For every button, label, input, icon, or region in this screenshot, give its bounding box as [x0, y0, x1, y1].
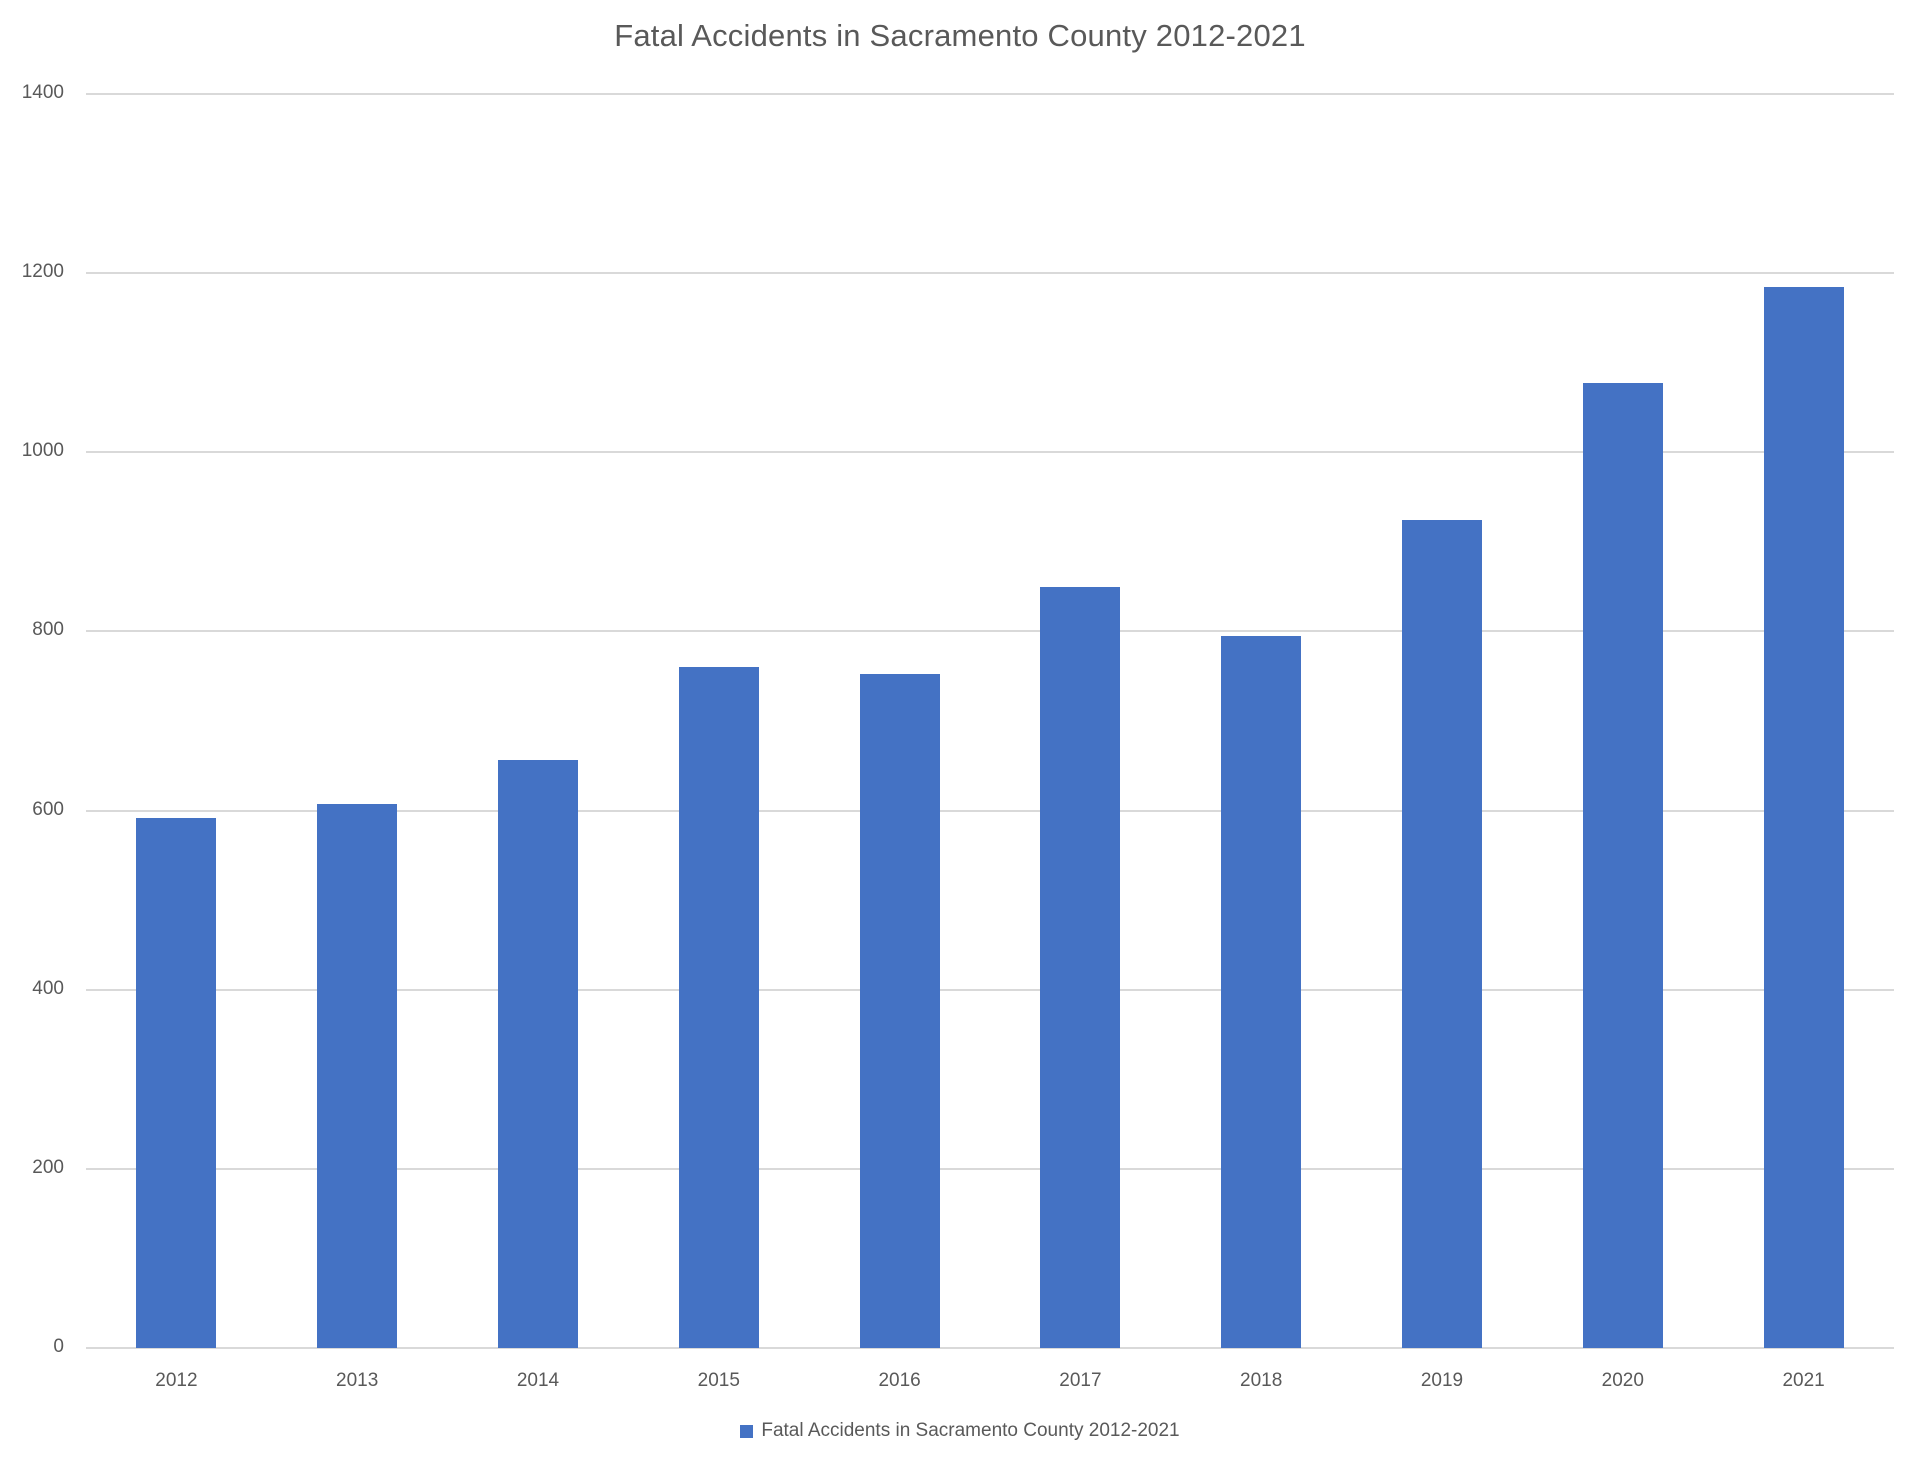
x-tick-label: 2016 — [878, 1370, 921, 1391]
gridline — [86, 630, 1894, 633]
bar-2021[interactable] — [1763, 286, 1844, 1348]
bar-2018[interactable] — [1221, 635, 1302, 1348]
y-tick-label: 800 — [32, 619, 64, 641]
gridline — [86, 451, 1894, 454]
bar-2019[interactable] — [1402, 520, 1482, 1348]
bar-2014[interactable] — [498, 759, 578, 1348]
bar-2015[interactable] — [678, 667, 759, 1348]
y-tick-label: 200 — [32, 1156, 64, 1178]
x-tick-label: 2013 — [336, 1370, 379, 1391]
x-tick-label: 2015 — [697, 1370, 740, 1391]
gridline — [86, 809, 1894, 812]
y-tick-label: 400 — [32, 977, 64, 999]
gridline — [86, 1347, 1894, 1349]
x-tick-label: 2018 — [1240, 1370, 1283, 1391]
x-tick-label: 2017 — [1059, 1370, 1102, 1391]
bar-2013[interactable] — [317, 804, 398, 1348]
x-tick-label: 2019 — [1420, 1370, 1464, 1391]
x-tick-label: 2021 — [1782, 1370, 1825, 1391]
y-tick-label: 600 — [32, 798, 64, 820]
bar-2020[interactable] — [1582, 383, 1663, 1348]
y-tick-label: 1200 — [21, 261, 64, 283]
x-tick-label: 2014 — [516, 1370, 560, 1391]
bar-2016[interactable] — [859, 674, 940, 1348]
gridline — [86, 988, 1894, 991]
bar-2012[interactable] — [136, 817, 217, 1348]
gridline — [86, 93, 1894, 95]
x-tick-label: 2020 — [1601, 1370, 1644, 1391]
y-tick-label: 0 — [53, 1336, 64, 1357]
legend-swatch-icon — [740, 1424, 754, 1438]
legend-label: Fatal Accidents in Sacramento County 201… — [761, 1420, 1180, 1441]
y-tick-label: 1400 — [21, 82, 64, 103]
gridline — [86, 1167, 1894, 1170]
gridline — [86, 272, 1894, 275]
plot-area — [86, 93, 1894, 1349]
bar-2017[interactable] — [1040, 586, 1121, 1348]
legend: Fatal Accidents in Sacramento County 201… — [0, 1420, 1920, 1442]
x-tick-label: 2012 — [155, 1370, 198, 1391]
y-tick-label: 1000 — [21, 440, 64, 462]
chart-title: Fatal Accidents in Sacramento County 201… — [614, 18, 1306, 53]
